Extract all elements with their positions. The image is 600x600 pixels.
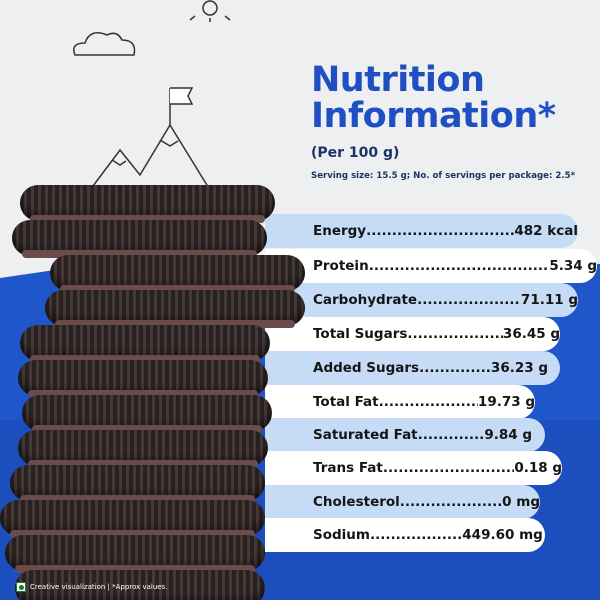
nutrient-value: 0 mg (502, 494, 540, 510)
leader-dots: .................. (369, 527, 463, 543)
cookie-stack-image (0, 185, 310, 600)
footer-note: Creative visualization | *Approx values. (16, 582, 167, 592)
nutrient-value: 0.18 g (514, 460, 562, 476)
leader-dots: ..................... (378, 394, 478, 410)
page-title: Nutrition Information* (311, 62, 556, 134)
serving-size-text: Serving size: 15.5 g; No. of servings pe… (311, 171, 576, 181)
nutrient-label: Sodium (313, 527, 370, 543)
nutrition-row-protein: Protein.................................… (265, 249, 597, 283)
sun-icon (189, 0, 231, 22)
cookie-cream (30, 355, 260, 363)
nutrition-row-added-sugars: Added Sugars.............. 36.23 g (265, 351, 560, 385)
cloud-icon (73, 32, 136, 56)
leader-dots: ................... (407, 326, 503, 342)
leader-dots: .................... (399, 494, 503, 510)
leader-dots: .............. (419, 360, 491, 376)
veg-mark-icon (16, 582, 26, 592)
nutrition-row-saturated-fat: Saturated Fat............. 9.84 g (265, 418, 545, 452)
sketch-illustration (73, 0, 231, 191)
nutrition-row-trans-fat: Trans Fat...............................… (265, 451, 562, 485)
cookie-cream (28, 460, 258, 468)
cookie-cream (10, 530, 255, 538)
nutrient-label: Total Fat (313, 394, 379, 410)
nutrient-label: Protein (313, 258, 369, 274)
cookie-cream (32, 425, 262, 433)
leader-dots: ........................ (417, 292, 521, 308)
title-line-1: Nutrition (311, 60, 485, 100)
nutrient-value: 19.73 g (477, 394, 535, 410)
nutrient-label: Carbohydrate (313, 292, 418, 308)
cookie (15, 570, 265, 600)
nutrient-value: 449.60 mg (462, 527, 543, 543)
nutrient-value: 5.34 g (549, 258, 597, 274)
nutrient-label: Cholesterol (313, 494, 400, 510)
mountain-icon (89, 87, 211, 191)
nutrient-value: 36.45 g (502, 326, 560, 342)
nutrient-label: Total Sugars (313, 326, 408, 342)
nutrition-row-sodium: Sodium.................. 449.60 mg (265, 518, 545, 552)
nutrient-value: 9.84 g (484, 427, 532, 443)
nutrient-value: 71.11 g (520, 292, 578, 308)
footer-text: Creative visualization | *Approx values. (30, 583, 168, 591)
nutrient-label: Trans Fat (313, 460, 383, 476)
cookie-cream (30, 215, 265, 223)
nutrition-row-cholesterol: Cholesterol.................... 0 mg (265, 485, 540, 519)
nutrition-row-total-fat: Total Fat..................... 19.73 g (265, 385, 535, 419)
nutrition-row-energy: Energy................................ 48… (265, 214, 578, 248)
per-100g-label: (Per 100 g) (311, 145, 400, 161)
nutrition-row-carbohydrate: Carbohydrate........................71.1… (265, 283, 578, 317)
leader-dots: ................................ (366, 223, 515, 239)
cookie-cream (22, 250, 257, 258)
leader-dots: ............. (417, 427, 485, 443)
cookie-cream (55, 320, 295, 328)
nutrient-label: Added Sugars (313, 360, 420, 376)
leader-dots: ........................................… (368, 258, 550, 274)
cookie-cream (60, 285, 295, 293)
nutrition-row-total-sugars: Total Sugars................... 36.45 g (265, 317, 560, 351)
nutrient-label: Energy (313, 223, 367, 239)
nutrient-label: Saturated Fat (313, 427, 418, 443)
title-line-2: Information* (311, 96, 556, 136)
nutrient-value: 482 kcal (514, 223, 578, 239)
cookie-cream (20, 495, 255, 503)
cookie-cream (28, 390, 258, 398)
cookie-cream (15, 565, 255, 573)
nutrient-value: 36.23 g (490, 360, 548, 376)
leader-dots: ............................... (382, 460, 514, 476)
